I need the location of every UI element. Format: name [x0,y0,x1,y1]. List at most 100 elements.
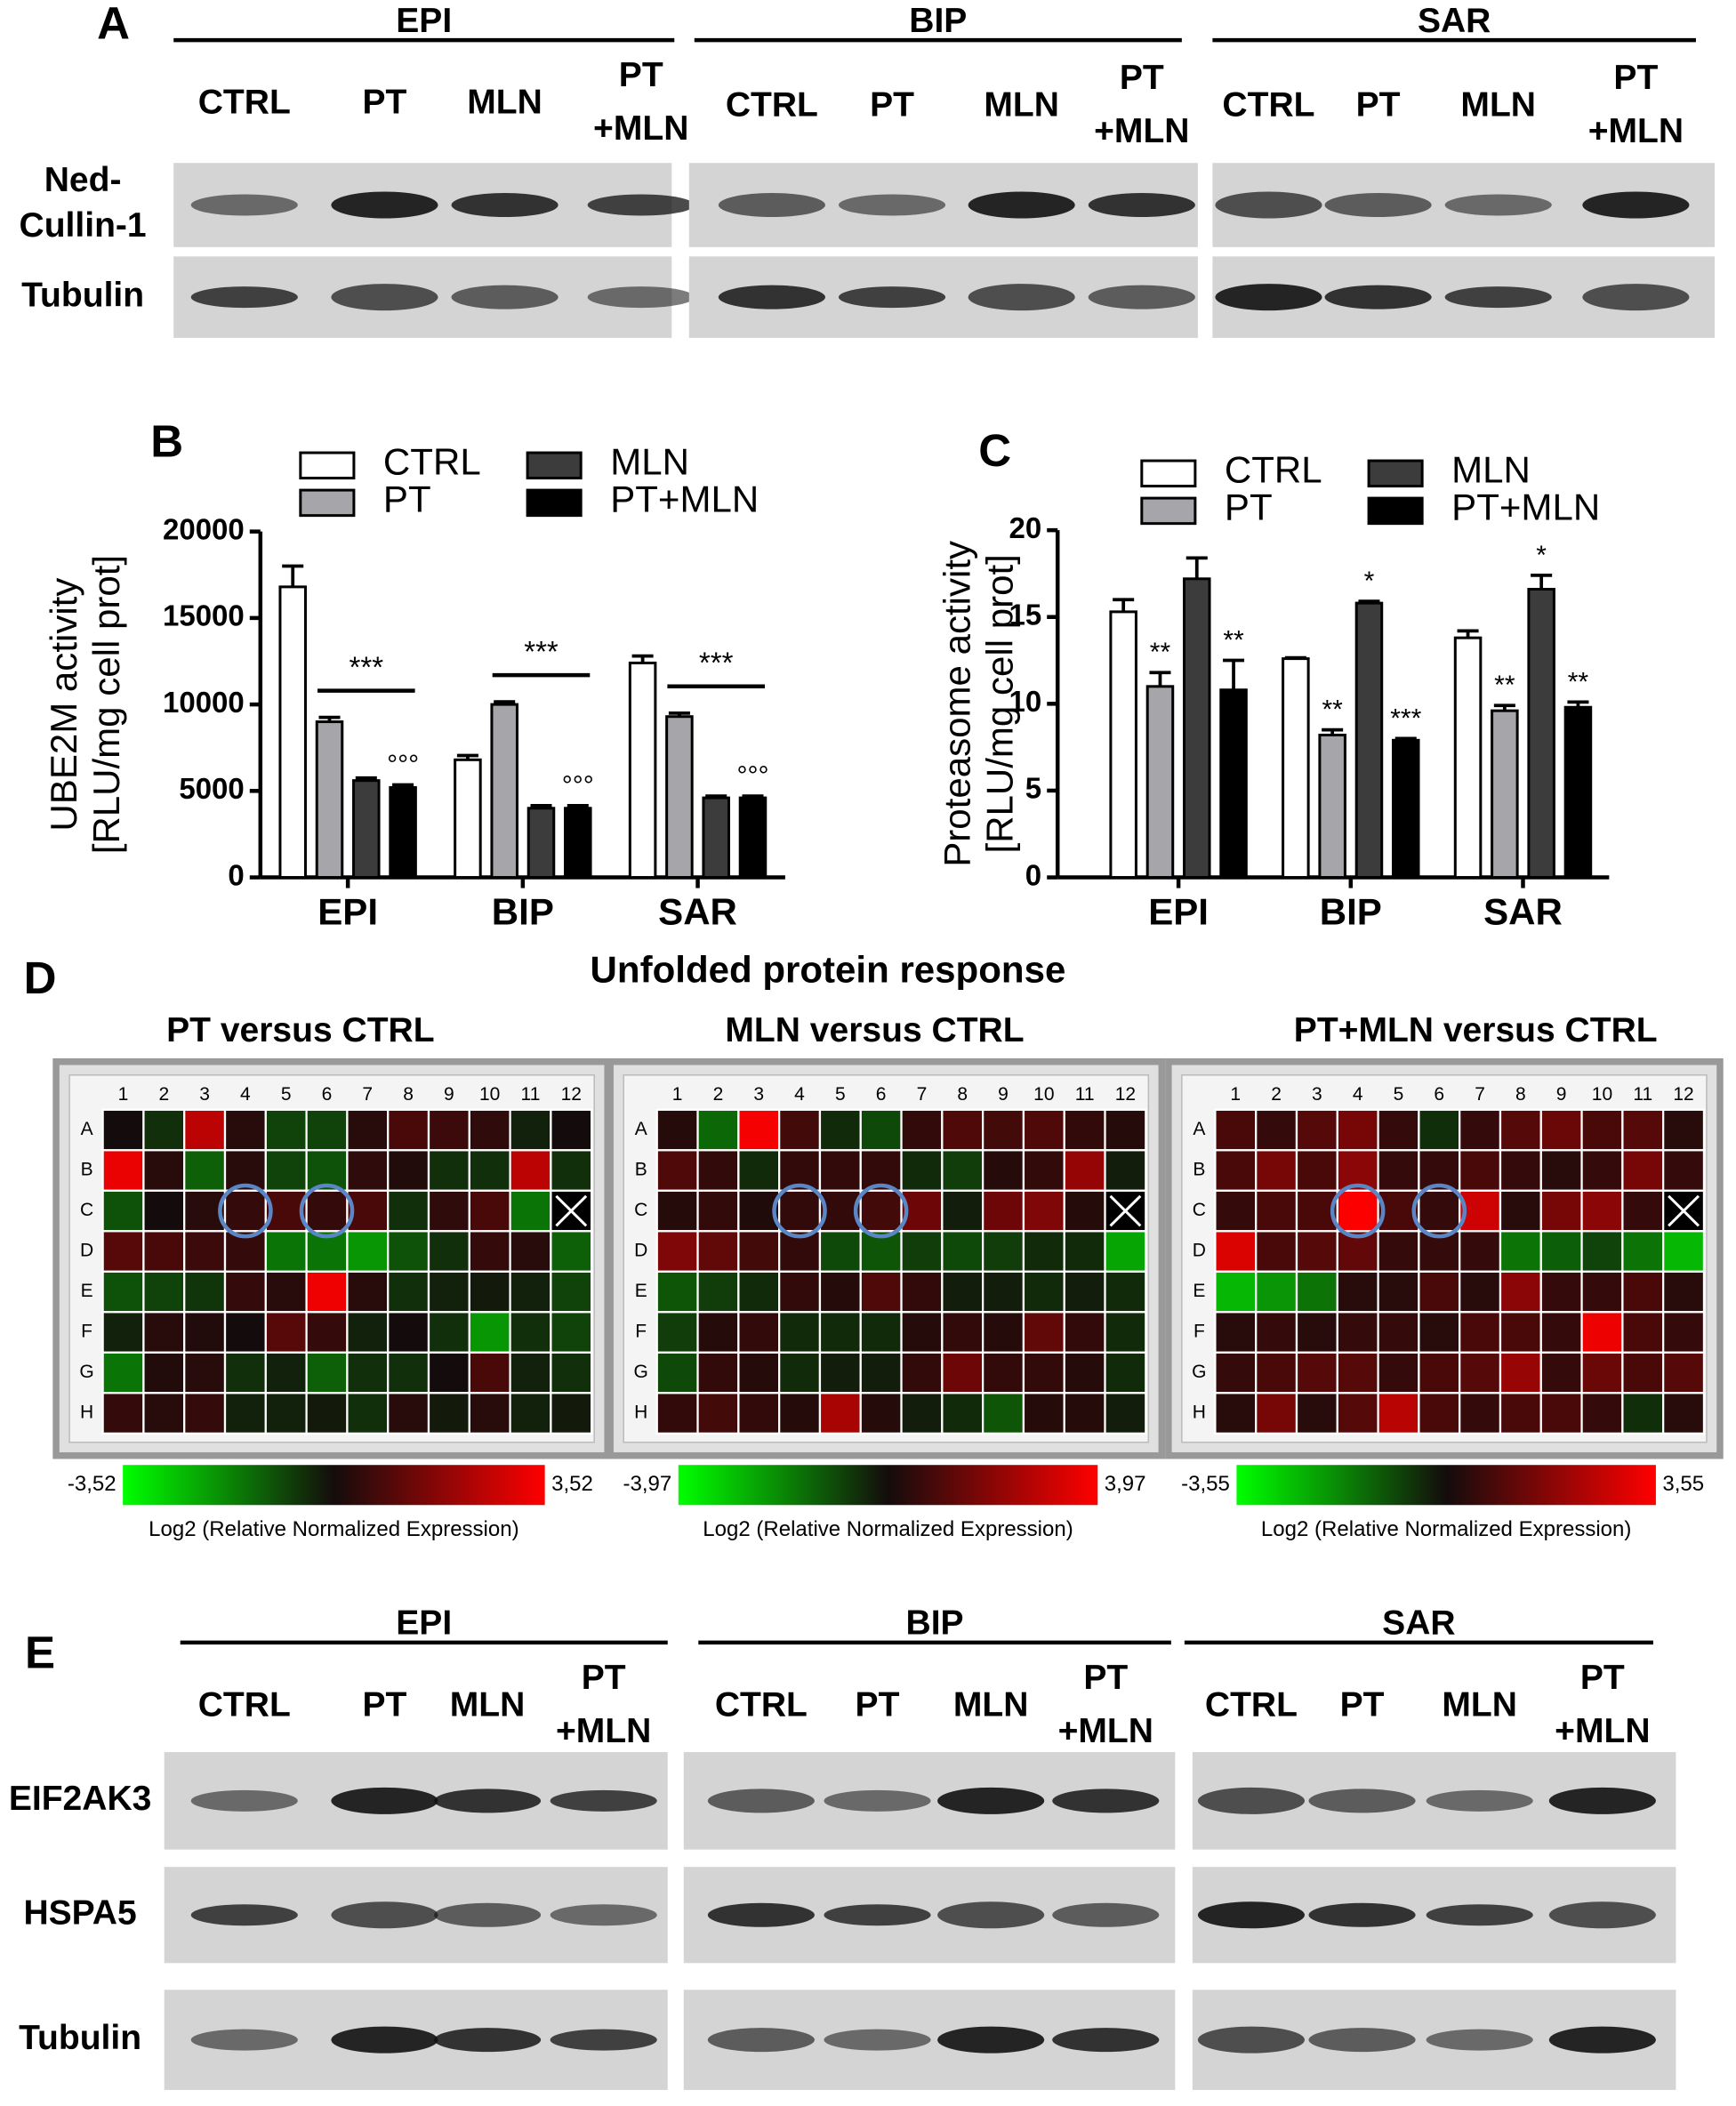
column-label: 1 [118,1084,129,1105]
heatmap-cell [859,1392,903,1435]
lane-label: MLN [1442,1685,1517,1724]
blot-band [1426,1789,1533,1812]
heatmap-cell [1662,1270,1706,1314]
lane-label: CTRL [1205,1685,1298,1724]
heatmap-cell [1459,1108,1502,1152]
heatmap-cell [142,1108,186,1152]
row-label: Tubulin [21,276,144,314]
heatmap-cell [1621,1270,1665,1314]
heatmap-cell [696,1149,740,1192]
empty-cross [1109,1194,1142,1227]
row-label: C [1193,1200,1206,1220]
heatmap-cell [1662,1149,1706,1192]
blot-band [434,2028,542,2053]
heatmap-cell [1499,1149,1542,1192]
highlight-circle [1330,1183,1386,1239]
heatmap-cell [387,1392,430,1435]
highlight-circle [772,1183,827,1239]
row-label: B [635,1160,647,1180]
bar [389,785,417,880]
lane-label: MLN [953,1685,1029,1724]
heatmap-cell [1104,1351,1147,1395]
y-axis-label: Proteasome activity[RLU/mg cell prot] [936,541,1021,867]
heatmap-cell [387,1108,430,1152]
heatmap-cell [1104,1311,1147,1354]
x-tick-label: BIP [492,891,554,933]
heatmap-cell [1336,1311,1379,1354]
heatmap-cell [264,1351,308,1395]
blot-band [707,2028,815,2053]
blot-band [587,194,695,216]
row-label: E [81,1281,93,1301]
heatmap-cell [223,1108,267,1152]
heatmap-cell [509,1392,552,1435]
blot-band [190,194,298,216]
heatmap-cell [1539,1108,1583,1152]
heatmap-cell [1621,1351,1665,1395]
lane-label: MLN [1460,85,1536,124]
bar [1109,610,1137,880]
colorbar-min: -3,97 [623,1472,672,1496]
heatmap-cell [468,1392,511,1435]
heatmap-cell [142,1392,186,1435]
group-label: EPI [396,2,452,40]
y-tick-label: 0 [1025,858,1041,891]
heatmap-cell [305,1311,349,1354]
heatmap-cell [1539,1392,1583,1435]
heatmap-cell [550,1230,593,1273]
heatmap-cell [1377,1311,1420,1354]
bar [1219,688,1248,880]
heatmap-cell [305,1351,349,1395]
bar [1391,738,1420,880]
heatmap-cell [223,1351,267,1395]
colorbar-max: 3,97 [1105,1472,1146,1496]
heatmap-cell [264,1270,308,1314]
blot-band [1215,284,1322,311]
y-axis-label: UBE2M activity[RLU/mg cell prot] [43,555,127,854]
blot-band [838,194,946,216]
row-label: D [634,1241,647,1261]
legend-swatch [526,451,583,480]
heatmap-cell [1621,1149,1665,1192]
heatmap-cell [509,1351,552,1395]
y-tick-label: 5 [1025,772,1041,805]
panel-letter: C [978,425,1011,476]
heatmap-cell [1459,1311,1502,1354]
heatmap-cell [468,1311,511,1354]
column-label: 6 [876,1084,887,1105]
heatmap-cell [1580,1392,1624,1435]
heatmap-cell [223,1270,267,1314]
heatmap-cell [818,1270,862,1314]
column-label: 12 [1673,1084,1693,1105]
y-tick-label: 20 [1009,511,1041,544]
heatmap-cell [427,1108,470,1152]
heatmap-cell [346,1351,390,1395]
lane-label: PT [1356,85,1401,124]
heatmap-cell [468,1189,511,1233]
row-label: G [634,1362,648,1382]
row-label: F [635,1322,647,1342]
legend-swatch [299,451,356,480]
heatmap-cell [1418,1351,1461,1395]
heatmap-cell [1418,1189,1461,1233]
blot-band [550,1904,657,1926]
heatmap-cell [655,1270,699,1314]
legend-label: PT [1225,486,1273,528]
panel-letter: A [97,0,130,49]
y-tick-label: 15 [1009,598,1041,631]
legend-label: CTRL [383,441,481,483]
heatmap-cell [1499,1351,1542,1395]
heatmap-cell [427,1149,470,1192]
heatmap-cell [900,1149,944,1192]
heatmap-cell [101,1311,145,1354]
x-tick-label: EPI [1148,891,1209,933]
heatmap-cell [550,1270,593,1314]
heatmap-cell [982,1189,1025,1233]
heatmap-cell [1499,1270,1542,1314]
blot-band [1308,2028,1416,2053]
heatmap-cell [468,1270,511,1314]
row-label: A [1193,1119,1205,1139]
heatmap-cell [696,1230,740,1273]
blot-band [550,2029,657,2051]
bar [1491,709,1519,880]
